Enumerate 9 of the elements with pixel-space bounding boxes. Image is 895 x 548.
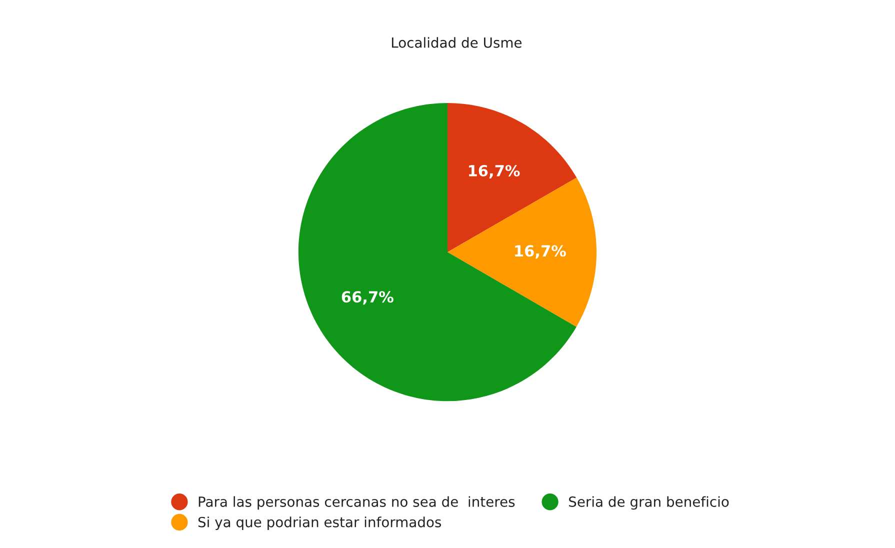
chart-title: Localidad de Usme xyxy=(392,37,522,48)
legend-label: Si ya que podrian estar informados xyxy=(198,516,442,530)
legend-label: Para las personas cercanas no sea de interes xyxy=(198,496,515,510)
data-label: 16,7% xyxy=(515,245,566,259)
pie-slice xyxy=(298,103,576,402)
legend-label: Seria de gran beneficio xyxy=(569,496,729,510)
data-label: 16,7% xyxy=(468,164,520,178)
pie-slice xyxy=(448,178,597,327)
data-label: 66,7% xyxy=(342,291,394,305)
